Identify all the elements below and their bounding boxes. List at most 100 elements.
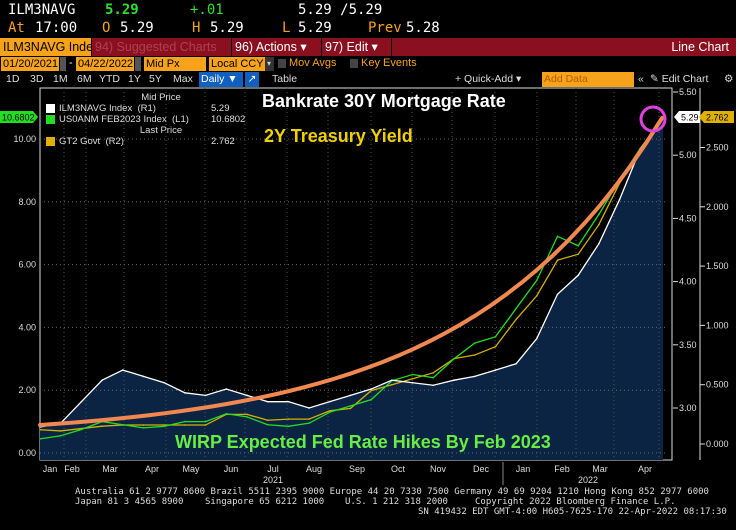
footer-contacts: Australia 61 2 9777 8600 Brazil 5511 239… <box>75 487 709 497</box>
period-button-5y[interactable]: 5Y <box>149 73 162 85</box>
x-axis-month-label: Jan <box>516 464 531 474</box>
data-point <box>598 223 600 226</box>
data-point <box>536 294 538 297</box>
legend-item[interactable]: US0ANM FEB2023 Index (L1) 10.6802 <box>40 114 252 125</box>
data-point <box>391 379 393 381</box>
data-point <box>122 423 124 426</box>
period-button-6m[interactable]: 6M <box>77 73 92 85</box>
data-point <box>349 407 352 410</box>
x-axis-year-label: 2021 <box>263 475 283 485</box>
data-point <box>577 253 579 256</box>
data-point <box>515 362 517 365</box>
data-point <box>101 379 103 381</box>
mov-avgs-checkbox[interactable] <box>278 59 286 68</box>
footer-copyright: Copyright 2022 Bloomberg Finance L.P. <box>475 497 676 507</box>
data-point <box>39 438 41 440</box>
period-button-3d[interactable]: 3D <box>30 73 44 85</box>
legend-name: GT2 Govt (R2) <box>59 136 124 147</box>
collapse-icon[interactable]: « <box>638 73 644 85</box>
treasury-annotation: 2Y Treasury Yield <box>264 126 413 146</box>
legend-item[interactable]: ILM3NAVG Index (R1) 5.29 <box>40 103 252 114</box>
data-point <box>308 422 310 424</box>
data-point <box>556 259 559 261</box>
legend-value: 5.29 <box>211 103 230 114</box>
x-axis-month-label: Feb <box>64 464 80 474</box>
data-point <box>142 427 145 429</box>
x-axis-month-label: Feb <box>554 464 570 474</box>
data-point <box>411 381 414 384</box>
table-button[interactable]: Table <box>272 73 298 85</box>
key-events-label[interactable]: Key Events <box>361 57 417 69</box>
data-point <box>370 389 373 392</box>
period-button-1y[interactable]: 1Y <box>128 73 141 85</box>
r1-last-value-tag: 5.29 <box>681 113 699 123</box>
data-point <box>204 424 207 426</box>
legend-value: 2.762 <box>211 136 235 147</box>
data-point <box>163 381 165 384</box>
data-point <box>556 235 559 238</box>
period-button-ytd[interactable]: YTD <box>99 73 120 85</box>
quick-add-button[interactable]: + Quick-Add ▾ <box>455 73 522 85</box>
r2-axis-tick-label: 2.500 <box>706 143 729 153</box>
x-axis-month-label: Aug <box>306 464 322 474</box>
currency-select[interactable]: Local CCY <box>209 57 265 71</box>
ticker: ILM3NAVG <box>8 2 76 18</box>
r2-axis-tick-label: 0.500 <box>706 380 729 390</box>
chevron-down-icon[interactable]: ▾ <box>265 57 274 71</box>
add-data-input[interactable]: Add Data <box>542 72 634 87</box>
end-date-input[interactable]: 04/22/2022 <box>76 57 134 71</box>
legend-item[interactable]: GT2 Govt (R2) 2.762 <box>40 136 252 147</box>
suggested-charts-button[interactable]: 94) Suggested Charts <box>92 38 232 56</box>
frequency-select[interactable]: Daily ▼ <box>199 72 243 87</box>
data-point <box>556 293 559 296</box>
left-axis-tick-label: 10.00 <box>13 134 36 144</box>
data-point <box>494 336 497 338</box>
r2-last-value-tag-bg <box>699 111 734 123</box>
calendar-icon[interactable] <box>60 57 66 71</box>
data-point <box>391 383 393 386</box>
data-point <box>598 213 600 216</box>
period-button-1d[interactable]: 1D <box>6 73 20 85</box>
data-point <box>142 375 145 378</box>
data-point <box>80 400 83 403</box>
wirp-annotation: WIRP Expected Fed Rate Hikes By Feb 2023 <box>175 432 551 452</box>
price-field-select[interactable]: Mid Px <box>144 57 206 71</box>
start-date-input[interactable]: 01/20/2021 <box>1 57 59 71</box>
period-button-1m[interactable]: 1M <box>53 73 68 85</box>
price-change: +.01 <box>190 2 224 18</box>
open-value: 5.29 <box>120 20 154 36</box>
data-point <box>329 411 331 413</box>
legend-name: ILM3NAVG Index (R1) <box>59 103 156 114</box>
mov-avgs-label[interactable]: Mov Avgs <box>289 57 337 69</box>
data-point <box>536 279 538 282</box>
data-point <box>329 400 331 403</box>
data-point <box>473 354 476 356</box>
r1-axis-tick-label: 3.00 <box>679 403 697 413</box>
data-point <box>453 358 455 360</box>
edit-menu[interactable]: 97) Edit ▾ <box>322 38 392 56</box>
last-price: 5.29 <box>105 2 139 18</box>
r1-last-value-tag-bg <box>674 111 700 123</box>
security-field[interactable]: ILM3NAVG Index <box>0 38 92 56</box>
period-button-max[interactable]: Max <box>173 73 193 85</box>
data-point <box>39 428 41 431</box>
data-point <box>494 345 497 348</box>
data-point <box>577 244 579 247</box>
data-point <box>59 434 62 437</box>
mortgage-annotation: Bankrate 30Y Mortgage Rate <box>262 91 506 111</box>
x-axis-month-label: Apr <box>145 464 159 474</box>
actions-menu[interactable]: 96) Actions ▾ <box>232 38 322 56</box>
gear-icon[interactable]: ⚙ <box>724 73 734 85</box>
calendar-icon[interactable] <box>135 57 141 71</box>
data-point <box>473 375 476 378</box>
trend-curve <box>38 116 664 427</box>
chart-style-icon[interactable]: ↗ <box>245 72 259 87</box>
key-events-checkbox[interactable] <box>350 59 358 68</box>
data-point <box>287 400 290 403</box>
x-axis-month-label: Jan <box>43 464 58 474</box>
edit-chart-button[interactable]: ✎ Edit Chart <box>650 73 709 85</box>
x-axis-month-label: Nov <box>430 464 447 474</box>
legend-name: US0ANM FEB2023 Index (L1) <box>59 114 189 125</box>
legend-swatch <box>46 115 55 124</box>
